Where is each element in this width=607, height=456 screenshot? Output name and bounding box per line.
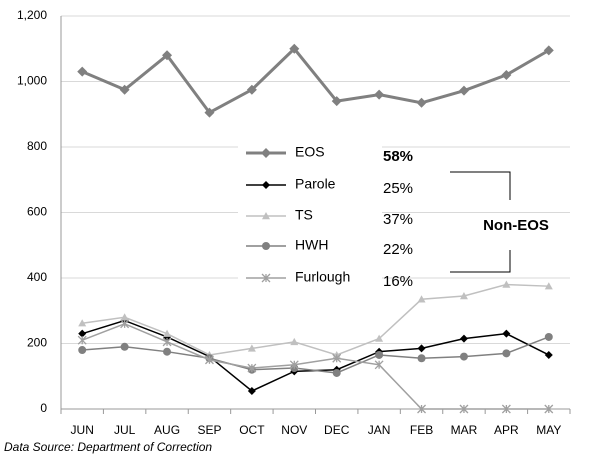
marker — [374, 360, 384, 370]
marker — [459, 352, 468, 361]
marker — [78, 346, 87, 355]
marker — [262, 181, 270, 189]
x-tick-label: JAN — [368, 423, 391, 437]
marker — [374, 89, 385, 100]
legend-label: HWH — [295, 237, 328, 253]
legend-box — [238, 137, 382, 293]
legend-percentage: 22% — [383, 241, 413, 258]
marker — [332, 368, 341, 377]
marker — [120, 313, 129, 321]
marker — [416, 97, 427, 108]
marker — [247, 386, 256, 395]
legend-percentage: 16% — [383, 273, 413, 290]
x-tick-label: APR — [494, 423, 519, 437]
marker — [204, 107, 215, 118]
legend-label: EOS — [295, 144, 325, 160]
marker — [162, 50, 173, 61]
y-tick-label: 400 — [27, 270, 47, 284]
marker — [289, 43, 300, 54]
legend-label: Parole — [295, 176, 336, 192]
marker — [289, 360, 299, 370]
marker — [459, 292, 468, 300]
marker — [163, 329, 172, 337]
marker — [502, 329, 511, 338]
marker — [544, 332, 553, 341]
marker — [262, 212, 270, 220]
marker — [78, 329, 87, 338]
marker — [262, 242, 270, 250]
marker — [544, 282, 553, 290]
x-tick-label: AUG — [154, 423, 180, 437]
x-tick-label: JUN — [71, 423, 94, 437]
x-tick-label: MAY — [536, 423, 561, 437]
source: Data Source: Department of Correction — [4, 440, 212, 454]
marker — [417, 344, 426, 353]
legend-percentage: 58% — [383, 148, 413, 165]
marker — [544, 404, 554, 414]
x-tick-label: SEP — [197, 423, 221, 437]
legend: EOS Parole TS HWH Furlough 58% 25% 37% 22% 16% — [246, 144, 413, 290]
marker — [247, 344, 256, 352]
marker — [501, 404, 511, 414]
marker — [247, 363, 257, 373]
y-tick-label: 1,000 — [17, 74, 47, 88]
series-line — [82, 283, 549, 356]
y-tick-label: 800 — [27, 139, 47, 153]
legend-label: TS — [295, 207, 313, 223]
marker — [290, 337, 299, 346]
bracket-label: Non-EOS — [483, 217, 549, 234]
marker — [543, 45, 554, 56]
marker — [459, 404, 469, 414]
legend-percentage: 25% — [383, 180, 413, 197]
marker — [502, 280, 511, 288]
y-tick-label: 200 — [27, 336, 47, 350]
marker — [544, 350, 553, 359]
marker — [78, 319, 87, 327]
marker — [332, 353, 342, 363]
series-line — [81, 323, 549, 410]
marker — [261, 148, 271, 158]
marker — [501, 69, 512, 80]
marker — [502, 349, 511, 358]
marker — [163, 347, 172, 356]
y-tick-label: 1,200 — [17, 8, 47, 22]
grid: 0 200 400 600 800 1,000 1,200 JUN JUL AUG SEP OCT NO… — [17, 8, 571, 437]
marker — [375, 334, 384, 342]
marker — [246, 84, 257, 95]
y-tick-label: 0 — [40, 401, 47, 415]
x-tick-label: DEC — [324, 423, 350, 437]
marker — [331, 96, 342, 107]
y-tick-label: 600 — [27, 205, 47, 219]
x-tick-label: OCT — [239, 423, 265, 437]
marker — [119, 84, 130, 95]
marker — [162, 337, 172, 347]
marker — [204, 355, 214, 365]
x-tick-label: MAR — [451, 423, 478, 437]
marker — [375, 350, 384, 359]
marker — [77, 66, 88, 77]
marker — [459, 334, 468, 343]
lines — [77, 43, 554, 414]
bracket — [450, 171, 511, 273]
marker — [417, 295, 426, 303]
x-tick-label: JUL — [114, 423, 136, 437]
marker — [77, 335, 87, 345]
marker — [417, 404, 427, 414]
marker — [120, 342, 129, 351]
series-line — [81, 46, 550, 115]
marker — [120, 319, 130, 329]
marker — [417, 354, 426, 363]
series-line — [82, 336, 550, 374]
x-tick-label: NOV — [281, 423, 307, 437]
marker — [458, 85, 469, 96]
marker — [261, 273, 271, 283]
legend-label: Furlough — [295, 269, 350, 285]
x-tick-label: FEB — [410, 423, 433, 437]
legend-percentage: 37% — [383, 211, 413, 228]
